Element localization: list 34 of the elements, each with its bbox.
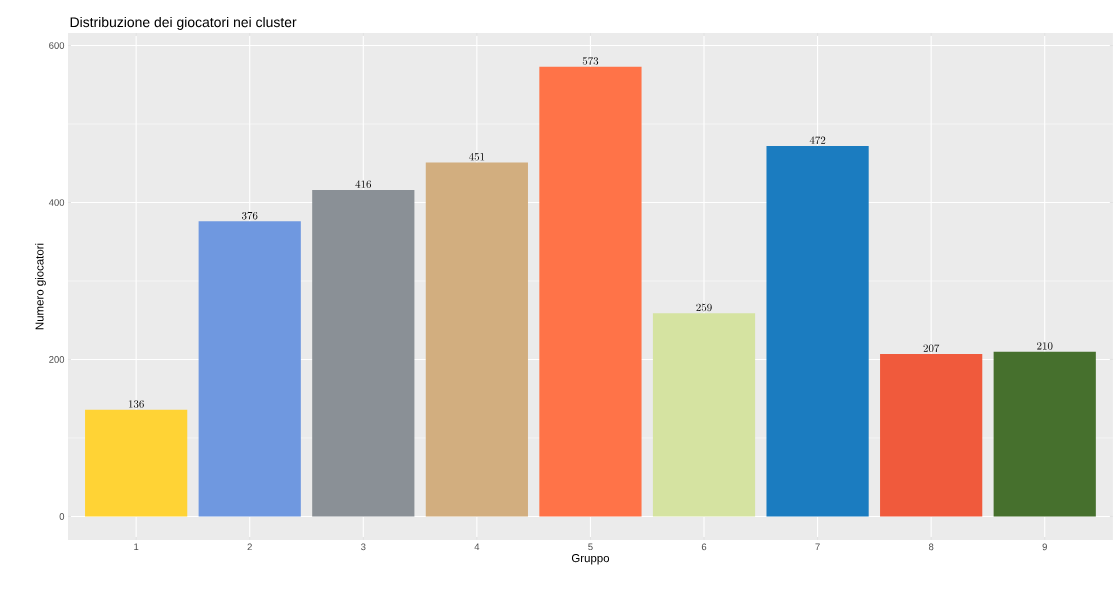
x-tick-label: 5: [588, 543, 593, 551]
x-tick-label: 9: [1042, 543, 1047, 551]
data-label: 472: [809, 136, 826, 145]
bar: [539, 66, 642, 517]
data-label: 210: [1037, 342, 1053, 350]
bar: [880, 353, 983, 517]
y-tick-label: 600: [49, 42, 65, 49]
bar: [766, 146, 869, 517]
data-label: 573: [582, 57, 599, 65]
y-tick-label: 200: [49, 356, 65, 363]
x-axis-title: Gruppo: [571, 554, 610, 565]
x-tick-label: 3: [361, 543, 366, 551]
y-tick-label: 0: [59, 513, 65, 520]
y-axis-title: Numero giocatori: [35, 243, 46, 330]
x-tick-label: 1: [134, 543, 139, 551]
x-tick-label: 6: [701, 543, 707, 551]
chart-title: Distribuzione dei giocatori nei cluster: [70, 16, 297, 30]
y-tick-label: 400: [48, 199, 65, 206]
data-label: 376: [242, 211, 258, 220]
bar: [85, 409, 188, 517]
bar: [312, 189, 415, 517]
bar: [198, 221, 301, 517]
data-label: 259: [696, 303, 712, 312]
x-tick-label: 4: [474, 543, 480, 551]
data-label: 207: [923, 344, 940, 353]
data-label: 416: [355, 180, 372, 188]
x-tick-label: 2: [247, 543, 252, 551]
x-tick-label: 8: [928, 543, 934, 551]
bar: [652, 313, 756, 517]
data-label: 451: [469, 152, 485, 161]
bar: [993, 351, 1096, 517]
bar: [425, 162, 528, 517]
x-tick-label: 7: [815, 543, 820, 551]
data-label: 136: [128, 400, 144, 408]
